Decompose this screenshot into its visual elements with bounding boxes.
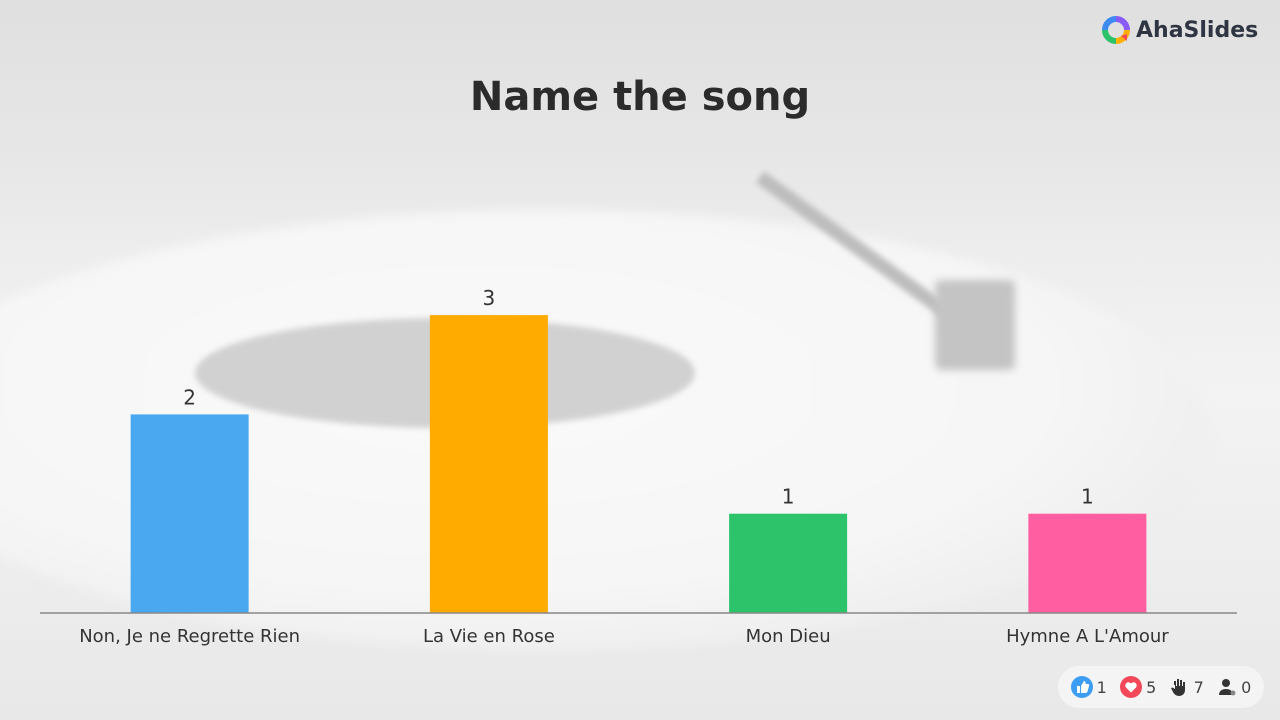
- data-label: 1: [1081, 485, 1094, 509]
- data-label: 2: [183, 385, 196, 409]
- brand-name: AhaSlides: [1136, 17, 1259, 43]
- reaction-hand[interactable]: 7: [1170, 677, 1204, 697]
- audience-count: 0: [1217, 677, 1251, 697]
- data-label: 3: [483, 286, 496, 310]
- heart-count: 5: [1146, 677, 1157, 697]
- logo-icon: [1102, 16, 1130, 44]
- audience-number: 0: [1241, 677, 1252, 697]
- bar: [729, 513, 848, 613]
- slide-title: Name the song: [469, 74, 811, 120]
- bar: [130, 414, 249, 613]
- category-label: Hymne A L'Amour: [1006, 626, 1169, 647]
- category-label: La Vie en Rose: [423, 626, 555, 647]
- reactions-bar: 1 5 7 0: [1058, 666, 1264, 708]
- reaction-like[interactable]: 1: [1070, 676, 1107, 698]
- bar: [1028, 513, 1147, 613]
- reaction-heart[interactable]: 5: [1120, 676, 1156, 698]
- raised-hand-icon: [1170, 679, 1185, 696]
- like-count: 1: [1096, 677, 1107, 697]
- data-label: 1: [782, 485, 795, 509]
- bar: [429, 315, 548, 613]
- thumbs-up-icon: [1070, 676, 1093, 698]
- audience-icon: [1219, 679, 1236, 696]
- heart-icon: [1120, 676, 1143, 698]
- category-label: Mon Dieu: [746, 626, 831, 647]
- category-label: Non, Je ne Regrette Rien: [79, 626, 300, 647]
- ahaslides-logo: AhaSlides: [1102, 16, 1258, 44]
- hand-count: 7: [1193, 677, 1204, 697]
